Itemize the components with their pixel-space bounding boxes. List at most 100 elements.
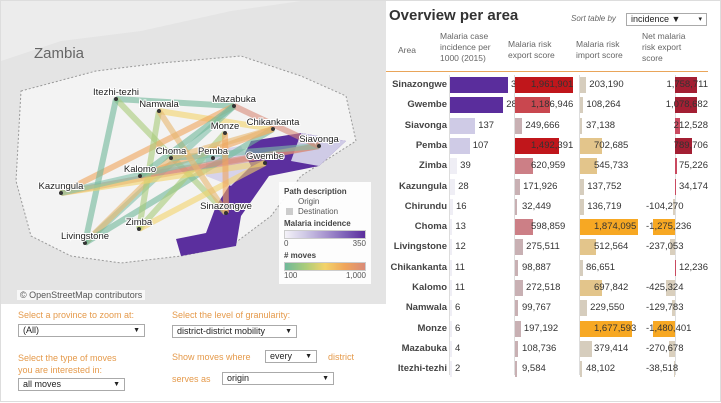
table-row[interactable]: Chikankanta 11 98,887 86,651 12,236 <box>386 258 721 278</box>
table-row[interactable]: Mazabuka 4 108,736 379,414 -270,678 <box>386 339 721 359</box>
export-bar <box>515 260 518 276</box>
table-row[interactable]: Siavonga 137 249,666 37,138 212,528 <box>386 116 721 136</box>
incidence-bar <box>450 77 508 93</box>
sort-value: incidence ▼ <box>631 14 680 24</box>
area-name[interactable]: Gwembe <box>407 99 447 110</box>
province-select[interactable]: (All)▼ <box>18 324 145 337</box>
import-value: 1,874,095 <box>594 221 636 232</box>
district-label: Mazabuka <box>212 94 257 105</box>
area-name[interactable]: Chikankanta <box>391 262 448 273</box>
table-row[interactable]: Kalomo 11 272,518 697,842 -425,324 <box>386 278 721 298</box>
import-bar <box>580 300 587 316</box>
legend-path-title: Path description <box>284 187 366 197</box>
header-area[interactable]: Area <box>398 45 416 56</box>
moves-type-select[interactable]: all moves ▼ <box>18 378 125 391</box>
area-name[interactable]: Kalomo <box>412 282 447 293</box>
district-label: Zimba <box>126 217 153 228</box>
header-import[interactable]: Malaria risk import score <box>576 39 638 61</box>
incidence-value: 4 <box>455 343 460 354</box>
export-value: 197,192 <box>524 323 558 334</box>
serves-as-select[interactable]: origin▼ <box>222 372 334 385</box>
map-attribution[interactable]: © OpenStreetMap contributors <box>17 290 145 300</box>
chevron-down-icon: ▼ <box>113 379 120 390</box>
table-row[interactable]: Choma 13 598,859 1,874,095 -1,275,236 <box>386 217 721 237</box>
net-value: 212,528 <box>674 120 708 131</box>
header-export[interactable]: Malaria risk export score <box>508 39 570 61</box>
area-name[interactable]: Mazabuka <box>402 343 447 354</box>
area-name[interactable]: Kazungula <box>399 181 447 192</box>
chevron-down-icon: ▼ <box>322 373 329 384</box>
header-net[interactable]: Net malaria risk export score <box>642 31 698 64</box>
table-row[interactable]: Gwembe 289 1,186,946 108,264 1,078,682 <box>386 95 721 115</box>
export-value: 275,511 <box>526 241 560 252</box>
table-row[interactable]: Zimba 39 620,959 545,733 75,226 <box>386 156 721 176</box>
district-label: Livingstone <box>61 231 109 242</box>
district-label: Kalomo <box>124 164 156 175</box>
chevron-down-icon: ▾ <box>698 14 702 25</box>
table-row[interactable]: Chirundu 16 32,449 136,719 -104,270 <box>386 197 721 217</box>
import-value: 37,138 <box>586 120 615 131</box>
incidence-bar <box>450 300 452 316</box>
overview-title: Overview per area <box>389 7 518 24</box>
import-value: 697,842 <box>594 282 628 293</box>
table-row[interactable]: Pemba 107 1,492,391 702,685 789,706 <box>386 136 721 156</box>
area-name[interactable]: Pemba <box>416 140 447 151</box>
import-bar <box>580 341 592 357</box>
district-label: Siavonga <box>299 134 339 145</box>
incidence-value: 12 <box>455 241 466 252</box>
import-value: 1,677,593 <box>594 323 636 334</box>
show-moves-select[interactable]: every▼ <box>265 350 317 363</box>
sort-select[interactable]: incidence ▼ ▾ <box>626 13 707 26</box>
incidence-value: 28 <box>458 181 469 192</box>
import-value: 702,685 <box>594 140 628 151</box>
area-name[interactable]: Sinazongwe <box>392 79 447 90</box>
incidence-bar <box>450 219 452 235</box>
granularity-select[interactable]: district-district mobility ▼ <box>172 325 297 338</box>
table-row[interactable]: Kazungula 28 171,926 137,752 34,174 <box>386 177 721 197</box>
table-row[interactable]: Livingstone 12 275,511 512,564 -237,053 <box>386 237 721 257</box>
moves-gradient <box>284 262 366 271</box>
incidence-value: 6 <box>455 323 460 334</box>
table-row[interactable]: Namwala 6 99,767 229,550 -129,783 <box>386 298 721 318</box>
area-name[interactable]: Zimba <box>419 160 447 171</box>
area-name[interactable]: Chirundu <box>405 201 447 212</box>
incidence-value: 6 <box>455 302 460 313</box>
chevron-down-icon: ▼ <box>285 326 292 337</box>
incidence-bar <box>450 179 455 195</box>
incidence-bar <box>450 199 453 215</box>
moves-min: 100 <box>284 271 297 281</box>
granularity-value: district-district mobility <box>177 326 265 336</box>
moves-type-value: all moves <box>23 379 61 389</box>
import-value: 108,264 <box>586 99 620 110</box>
area-name[interactable]: Namwala <box>406 302 447 313</box>
export-value: 1,961,901 <box>531 79 573 90</box>
import-bar <box>580 361 582 377</box>
export-value: 32,449 <box>522 201 551 212</box>
net-bar <box>675 179 676 195</box>
area-name[interactable]: Livingstone <box>394 241 447 252</box>
import-value: 137,752 <box>587 181 621 192</box>
table-row[interactable]: Monze 6 197,192 1,677,593 -1,480,401 <box>386 319 721 339</box>
moves-max: 1,000 <box>346 271 366 281</box>
moves-type-label: Select the type of moves you are interes… <box>18 352 128 376</box>
incidence-value: 39 <box>460 160 471 171</box>
table-row[interactable]: Itezhi-tezhi 2 9,584 48,102 -38,518 <box>386 359 721 379</box>
area-name[interactable]: Choma <box>415 221 447 232</box>
net-value: 34,174 <box>679 181 708 192</box>
export-value: 171,926 <box>523 181 557 192</box>
net-value: -270,678 <box>646 343 684 354</box>
net-value: -237,053 <box>646 241 684 252</box>
header-incidence[interactable]: Malaria case incidence per 1000 (2015) <box>440 31 506 64</box>
legend-origin: Origin <box>284 197 366 207</box>
table-row[interactable]: Sinazongwe 315 1,961,901 203,190 1,758,7… <box>386 75 721 95</box>
export-value: 99,767 <box>522 302 551 313</box>
area-name[interactable]: Itezhi-tezhi <box>398 363 447 374</box>
legend-incidence-title: Malaria incidence <box>284 219 366 229</box>
show-moves-label: Show moves where <box>172 352 251 362</box>
area-name[interactable]: Monze <box>417 323 447 334</box>
import-value: 512,564 <box>594 241 628 252</box>
net-value: -129,783 <box>646 302 684 313</box>
export-bar <box>515 300 518 316</box>
area-name[interactable]: Siavonga <box>405 120 447 131</box>
